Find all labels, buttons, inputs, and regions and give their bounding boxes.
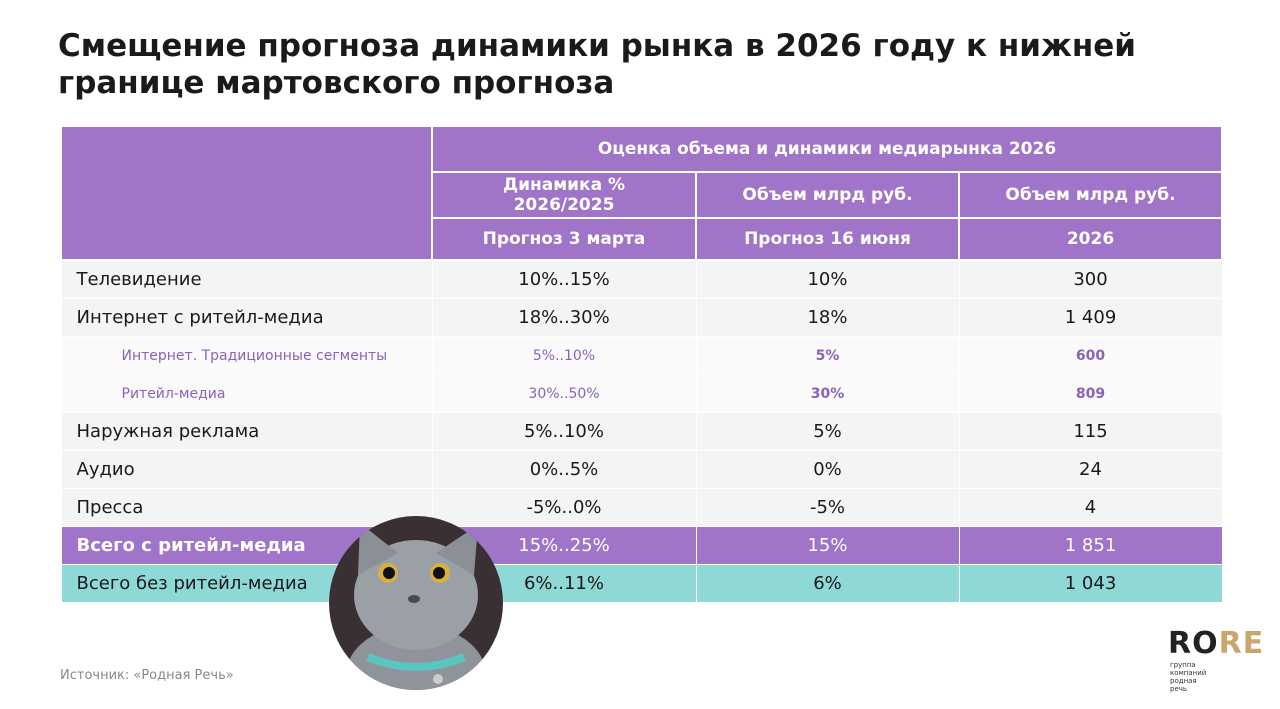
cell: 809 bbox=[958, 374, 1223, 413]
cell: 10% bbox=[695, 259, 960, 299]
group-header: Оценка объема и динамики медиарынка 2026 bbox=[430, 125, 1224, 173]
row-label: Ритейл-медиа bbox=[60, 374, 433, 413]
cell: 0%..5% bbox=[431, 450, 697, 489]
cell: 300 bbox=[958, 259, 1223, 299]
cell: 5% bbox=[695, 336, 960, 375]
row-label: Интернет с ритейл-медиа bbox=[60, 298, 433, 337]
cell: 10%..15% bbox=[431, 259, 697, 299]
row-label: Телевидение bbox=[60, 259, 433, 299]
corner-cell bbox=[60, 125, 433, 261]
table-row: Интернет с ритейл-медиа 18%..30% 18% 1 409 bbox=[60, 298, 1223, 337]
table-row: Пресса -5%..0% -5% 4 bbox=[60, 488, 1223, 527]
column-subheader: Прогноз 16 июня bbox=[695, 217, 960, 261]
cell: 5%..10% bbox=[431, 412, 697, 451]
table: Оценка объема и динамики медиарынка 2026… bbox=[60, 125, 1224, 603]
cell: 1 851 bbox=[958, 526, 1223, 565]
cell: -5% bbox=[695, 488, 960, 527]
table-row: Всего без ритейл-медиа 6%..11% 6% 1 043 bbox=[60, 564, 1223, 603]
table-row: Наружная реклама 5%..10% 5% 115 bbox=[60, 412, 1223, 451]
cell: 1 043 bbox=[958, 564, 1223, 603]
column-header: Объем млрд руб. bbox=[695, 171, 960, 219]
table-row: Всего с ритейл-медиа 15%..25% 15% 1 851 bbox=[60, 526, 1223, 565]
logo-tagline: группа компаний родная речь bbox=[1170, 661, 1207, 693]
cell: 6% bbox=[695, 564, 960, 603]
title: Смещение прогноза динамики рынка в 2026 … bbox=[58, 28, 1137, 101]
table-row: Телевидение 10%..15% 10% 300 bbox=[60, 259, 1223, 299]
cat-image bbox=[329, 516, 503, 690]
cell: 5%..10% bbox=[431, 336, 697, 375]
row-label: Аудио bbox=[60, 450, 433, 489]
cell: 0% bbox=[695, 450, 960, 489]
cell: 115 bbox=[958, 412, 1223, 451]
cell: 24 bbox=[958, 450, 1223, 489]
cat bbox=[346, 523, 486, 690]
table-body: Телевидение 10%..15% 10% 300 Интернет с рите… bbox=[60, 259, 1223, 603]
cell: 1 409 bbox=[958, 298, 1223, 337]
table-row: Интернет. Традиционные сегменты 5%..10% 5%… bbox=[60, 336, 1223, 375]
cell: 15% bbox=[695, 526, 960, 565]
column-header: Динамика % 2026/2025 bbox=[431, 171, 697, 219]
cell: 30% bbox=[695, 374, 960, 413]
row-label: Интернет. Традиционные сегменты bbox=[60, 336, 433, 375]
cell: 30%..50% bbox=[431, 374, 697, 413]
table-row: Ритейл-медиа 30%..50% 30% 809 bbox=[60, 374, 1223, 413]
logo: RORE bbox=[1168, 626, 1265, 661]
cell: 600 bbox=[958, 336, 1223, 375]
cell: 18%..30% bbox=[431, 298, 697, 337]
column-subheader: 2026 bbox=[957, 217, 1224, 261]
row-label: Пресса bbox=[60, 488, 433, 527]
row-label: Наружная реклама bbox=[60, 412, 433, 451]
cell: 5% bbox=[695, 412, 960, 451]
cell: 4 bbox=[958, 488, 1223, 527]
column-subheader: Прогноз 3 марта bbox=[431, 217, 697, 261]
table-row: Аудио 0%..5% 0% 24 bbox=[60, 450, 1223, 489]
column-header: Объем млрд руб. bbox=[957, 171, 1224, 219]
source: Источник: «Родная Речь» bbox=[60, 668, 234, 683]
cell: 18% bbox=[695, 298, 960, 337]
